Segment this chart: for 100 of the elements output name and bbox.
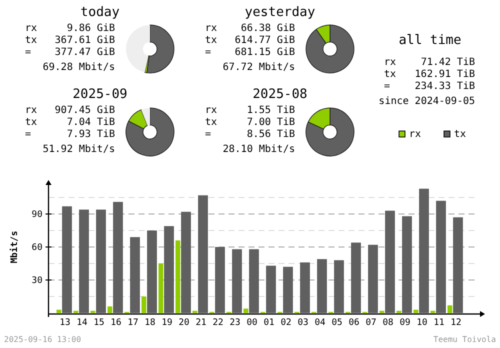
bar bbox=[334, 260, 344, 313]
bar bbox=[419, 188, 429, 313]
x-tick-label: 09 bbox=[400, 318, 410, 328]
x-tick-label: 16 bbox=[110, 318, 122, 328]
bar bbox=[158, 264, 164, 313]
x-tick-label: 15 bbox=[94, 318, 104, 328]
text: tx bbox=[384, 69, 396, 80]
x-tick-label: 13 bbox=[60, 318, 70, 328]
x-tick-label: 04 bbox=[314, 318, 326, 328]
text: 377.47 GiB bbox=[54, 47, 115, 58]
donut-slice bbox=[141, 108, 150, 126]
text: = bbox=[25, 129, 32, 140]
bar bbox=[436, 200, 446, 313]
text: 69.28 Mbit/s bbox=[42, 62, 115, 73]
text: rx bbox=[25, 23, 38, 34]
text: = bbox=[205, 47, 212, 58]
x-tick-label: 10 bbox=[416, 318, 428, 328]
text: 7.93 TiB bbox=[66, 129, 115, 140]
y-tick-label: 90 bbox=[32, 210, 42, 220]
bar bbox=[266, 266, 276, 313]
text: 51.92 Mbit/s bbox=[42, 144, 115, 155]
text: tx bbox=[25, 35, 38, 46]
bar bbox=[176, 240, 180, 313]
bar bbox=[414, 310, 418, 313]
text: 9.86 GiB bbox=[66, 23, 115, 34]
bar bbox=[385, 210, 395, 313]
bar bbox=[56, 310, 62, 313]
y-axis-title: Mbit/s bbox=[9, 230, 20, 264]
bar bbox=[351, 242, 361, 313]
chart-title: 2025-09 bbox=[72, 87, 128, 102]
text: 162.91 TiB bbox=[414, 69, 475, 80]
text: 2025-09-16 13:00 bbox=[4, 335, 82, 344]
text: 234.33 TiB bbox=[414, 81, 475, 92]
chart-title: today bbox=[80, 5, 120, 20]
bar bbox=[113, 202, 123, 313]
text: tx bbox=[25, 117, 38, 128]
legend-label: rx bbox=[409, 129, 422, 140]
text: 907.45 GiB bbox=[54, 105, 115, 116]
text: 28.10 Mbit/s bbox=[222, 144, 295, 155]
text: 1.55 TiB bbox=[246, 105, 295, 116]
text: 71.42 TiB bbox=[420, 57, 475, 68]
text: 67.72 Mbit/s bbox=[222, 62, 295, 73]
x-tick-label: 00 bbox=[246, 318, 258, 328]
text: 7.04 TiB bbox=[66, 117, 115, 128]
x-tick-label: 19 bbox=[162, 318, 172, 328]
x-tick-label: 03 bbox=[298, 318, 308, 328]
bar bbox=[300, 262, 310, 313]
donut-slice bbox=[126, 25, 150, 72]
text: Teemu Toivola bbox=[433, 335, 496, 344]
y-tick-label: 60 bbox=[32, 243, 42, 254]
bar bbox=[164, 226, 174, 313]
x-tick-label: 07 bbox=[366, 318, 376, 328]
bar bbox=[62, 206, 72, 313]
x-tick-label: 01 bbox=[264, 318, 274, 328]
donut-slice bbox=[306, 108, 354, 156]
text: rx bbox=[384, 57, 396, 68]
text: 8.56 TiB bbox=[246, 129, 295, 140]
x-tick-label: 08 bbox=[382, 318, 394, 328]
donut-slice bbox=[146, 24, 174, 74]
x-tick-label: 22 bbox=[212, 318, 224, 328]
chart-title: 2025-08 bbox=[252, 87, 308, 102]
bar bbox=[232, 249, 242, 313]
x-tick-label: 02 bbox=[280, 318, 292, 328]
bar bbox=[147, 230, 157, 313]
x-tick-label: 12 bbox=[450, 318, 462, 328]
x-tick-label: 23 bbox=[230, 318, 240, 328]
bar bbox=[130, 237, 140, 313]
bar bbox=[368, 244, 378, 313]
bar bbox=[108, 306, 112, 313]
text: = bbox=[205, 129, 212, 140]
bar bbox=[244, 308, 248, 313]
text: 681.15 GiB bbox=[234, 47, 295, 58]
text: rx bbox=[25, 105, 38, 116]
bar bbox=[317, 259, 327, 313]
bar bbox=[142, 296, 146, 313]
text: 7.00 TiB bbox=[246, 117, 295, 128]
text: 66.38 GiB bbox=[240, 23, 295, 34]
x-tick-label: 11 bbox=[434, 318, 444, 328]
bar bbox=[453, 217, 463, 313]
bar bbox=[198, 195, 208, 313]
text: rx bbox=[205, 23, 218, 34]
text: tx bbox=[205, 117, 218, 128]
bar bbox=[448, 305, 452, 313]
bar bbox=[283, 266, 293, 313]
text: rx bbox=[205, 105, 218, 116]
text: = bbox=[384, 81, 390, 92]
x-tick-label: 17 bbox=[128, 318, 138, 328]
donut-slice bbox=[126, 108, 174, 156]
bar bbox=[79, 210, 89, 313]
donut-slice bbox=[306, 24, 354, 74]
text: all time bbox=[398, 33, 462, 48]
x-tick-label: 18 bbox=[144, 318, 156, 328]
chart-title: yesterday bbox=[244, 5, 316, 20]
bar bbox=[249, 249, 259, 313]
x-tick-label: 20 bbox=[178, 318, 190, 328]
x-tick-label: 06 bbox=[348, 318, 360, 328]
text: 367.61 GiB bbox=[54, 35, 115, 46]
x-tick-label: 05 bbox=[332, 318, 342, 328]
x-tick-label: 21 bbox=[196, 318, 206, 328]
y-tick-label: 30 bbox=[32, 276, 42, 286]
